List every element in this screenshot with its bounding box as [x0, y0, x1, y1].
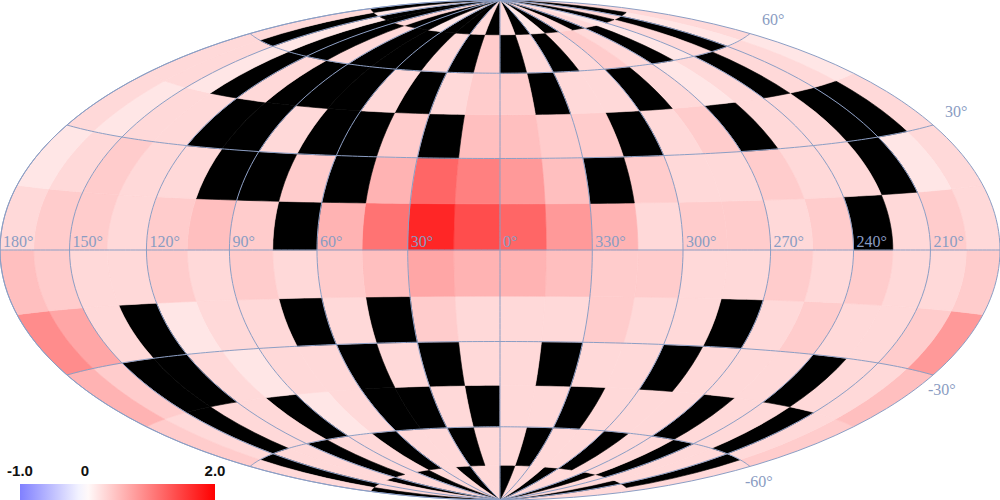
sky-cell: [273, 250, 322, 299]
sky-cell: [500, 0, 530, 35]
color-bar-label: 0: [81, 462, 89, 479]
sky-cell: [545, 250, 592, 297]
sky-cell: [590, 203, 638, 250]
lon-label: 270°: [774, 233, 804, 250]
lon-label: 0°: [503, 233, 517, 250]
sky-cell: [317, 202, 366, 250]
color-bar-gradient: [20, 484, 215, 500]
sky-cell: [273, 201, 322, 250]
sky-cell: [535, 114, 582, 159]
sky-cell: [535, 342, 582, 387]
sky-cell: [455, 158, 500, 204]
lon-label: 240°: [857, 233, 887, 250]
sky-cell: [634, 250, 683, 298]
sky-cell: [229, 250, 278, 300]
lat-label: 60°: [762, 11, 784, 28]
sky-cell: [454, 250, 500, 296]
sky-cell: [410, 296, 458, 342]
sky-cell: [678, 201, 727, 250]
sky-cell: [500, 250, 546, 296]
sky-cell: [500, 466, 544, 500]
lon-label: 150°: [73, 233, 103, 250]
sky-cell: [500, 204, 546, 250]
sky-cell: [317, 250, 366, 298]
lon-label: 30°: [411, 233, 433, 250]
sky-cell: [17, 311, 93, 375]
sky-cell: [721, 200, 770, 250]
sky-cell: [67, 73, 165, 131]
sky-cell: [500, 0, 515, 35]
sky-cell: [500, 342, 541, 386]
map-outline: [0, 0, 1000, 500]
sky-cell: [408, 203, 455, 250]
lon-label: 60°: [320, 233, 342, 250]
sky-cell: [500, 385, 535, 427]
sky-cell: [545, 203, 592, 250]
parallel: [250, 427, 750, 467]
sky-cell: [146, 33, 259, 80]
sky-cell: [408, 250, 455, 297]
sky-map: 180° 150° 120° 90° 60° 30° 0° 330° 300° 270° 240° 2…: [0, 0, 1000, 500]
sky-cell: [455, 296, 500, 342]
sky-cell: [459, 114, 500, 158]
color-bar-label: -1.0: [7, 462, 33, 479]
sky-cell: [590, 250, 638, 297]
sky-cell: [459, 342, 500, 386]
color-bar: -1.0 0 2.0: [7, 462, 225, 500]
sky-cell: [67, 368, 165, 426]
sky-cell: [362, 203, 410, 250]
sky-cell: [410, 158, 458, 204]
sky-cell: [500, 114, 541, 158]
parallel: [67, 125, 933, 158]
lon-label: 300°: [686, 233, 716, 250]
sky-cell: [0, 185, 49, 250]
sky-cell: [500, 465, 515, 500]
sky-cell: [541, 158, 589, 204]
sky-cell: [500, 158, 545, 204]
lat-label: -30°: [928, 381, 956, 398]
sky-cell: [500, 0, 544, 34]
parallel: [250, 33, 750, 73]
sky-cell: [583, 297, 635, 344]
sky-cell: [678, 250, 727, 299]
sky-cell: [500, 427, 527, 466]
lon-label: 120°: [149, 233, 179, 250]
graticule: [0, 0, 1000, 500]
color-bar-label: 2.0: [205, 462, 226, 479]
sky-cell: [541, 296, 589, 342]
sky-cell: [634, 202, 683, 250]
sky-cell: [500, 35, 527, 74]
tick-labels: 180° 150° 120° 90° 60° 30° 0° 330° 300° 270° 240° 2…: [3, 11, 967, 489]
sky-cell: [229, 200, 278, 250]
lat-label: 30°: [945, 103, 967, 120]
map-area: [0, 0, 1000, 500]
lon-label: 180°: [3, 233, 33, 250]
parallel: [67, 342, 933, 375]
lon-label: 90°: [232, 233, 254, 250]
sky-cell: [146, 419, 259, 466]
sky-cell: [583, 157, 635, 204]
lon-label: 210°: [933, 233, 963, 250]
lat-label: -60°: [745, 473, 773, 490]
sky-cell: [454, 204, 500, 250]
sky-cell: [500, 465, 530, 500]
sky-cell: [721, 250, 770, 300]
sky-cell: [500, 296, 545, 342]
sky-cell: [500, 73, 535, 115]
sky-cell: [0, 250, 49, 315]
lon-label: 330°: [595, 233, 625, 250]
sky-cell: [362, 250, 410, 297]
sky-cell: [17, 125, 93, 189]
cells: [0, 0, 1000, 500]
